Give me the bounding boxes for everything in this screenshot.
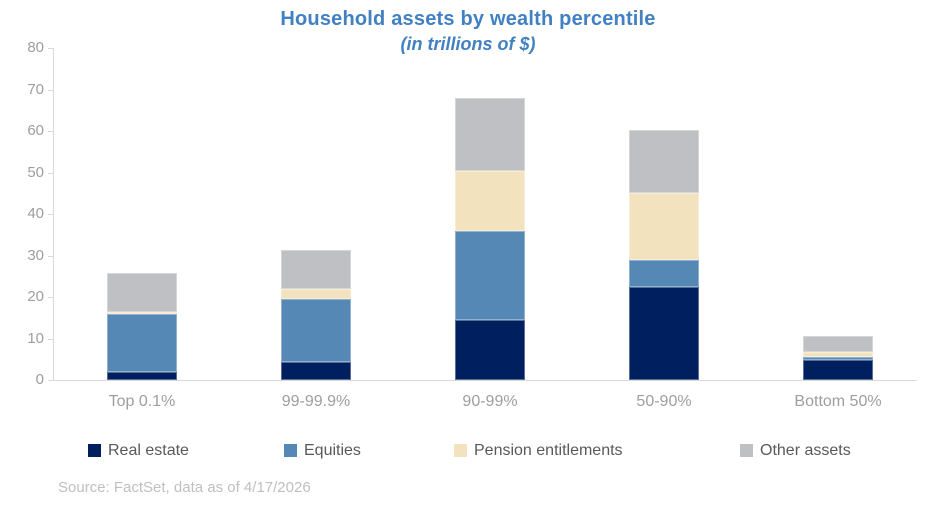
y-tick-mark-20 bbox=[48, 297, 53, 298]
bar-segment-pension-entitlements-bottom50 bbox=[803, 352, 873, 358]
bar-segment-real-estate-99-999 bbox=[281, 361, 351, 380]
legend-label: Real estate bbox=[108, 442, 189, 459]
y-axis-line bbox=[53, 48, 54, 380]
y-tick-mark-30 bbox=[48, 255, 53, 257]
bar-segment-equities-90-99 bbox=[455, 230, 525, 320]
y-tick-mark-50 bbox=[48, 172, 53, 174]
legend-swatch-icon bbox=[740, 444, 753, 457]
y-tick-label-30: 30 bbox=[27, 246, 44, 264]
y-tick-label-20: 20 bbox=[27, 288, 44, 305]
y-tick-label-10: 10 bbox=[27, 329, 44, 347]
bar-segment-other-assets-90-99 bbox=[455, 97, 525, 171]
x-category-label-50-90: 50-90% bbox=[636, 393, 692, 410]
bar-segment-real-estate-50-90 bbox=[629, 287, 699, 380]
y-tick-label-50: 50 bbox=[27, 163, 44, 181]
bar-segment-real-estate-bottom50 bbox=[803, 360, 873, 380]
legend-label: Equities bbox=[304, 442, 361, 459]
bar-segment-other-assets-top01 bbox=[107, 272, 177, 312]
x-category-label-90-99: 90-99% bbox=[462, 393, 518, 410]
bar-segment-other-assets-50-90 bbox=[629, 130, 699, 193]
y-tick-label-0: 0 bbox=[35, 371, 44, 388]
bar-segment-real-estate-top01 bbox=[107, 371, 177, 380]
chart-subtitle: (in trillions of $) bbox=[400, 34, 536, 54]
y-tick-label-70: 70 bbox=[27, 80, 44, 98]
bar-segment-equities-50-90 bbox=[629, 260, 699, 288]
y-tick-mark-60 bbox=[48, 131, 53, 132]
legend-label: Pension entitlements bbox=[474, 442, 623, 459]
bar-segment-pension-entitlements-90-99 bbox=[455, 170, 525, 231]
y-tick-label-40: 40 bbox=[27, 205, 44, 222]
source-note: Source: FactSet, data as of 4/17/2026 bbox=[58, 479, 311, 496]
legend-swatch-icon bbox=[88, 444, 101, 457]
legend-label: Other assets bbox=[760, 442, 851, 459]
bar-segment-other-assets-bottom50 bbox=[803, 336, 873, 353]
y-tick-mark-80 bbox=[48, 48, 53, 49]
y-tick-mark-0 bbox=[48, 380, 53, 381]
bar-segment-pension-entitlements-50-90 bbox=[629, 192, 699, 261]
x-category-label-top01: Top 0.1% bbox=[108, 393, 176, 410]
y-tick-mark-40 bbox=[48, 214, 53, 215]
y-tick-label-80: 80 bbox=[27, 39, 44, 56]
chart-title: Household assets by wealth percentile bbox=[280, 8, 656, 30]
x-category-label-bottom50: Bottom 50% bbox=[794, 393, 882, 410]
bar-segment-real-estate-90-99 bbox=[455, 319, 525, 380]
bar-segment-equities-99-999 bbox=[281, 299, 351, 362]
x-axis-line bbox=[53, 380, 917, 381]
bar-segment-pension-entitlements-99-999 bbox=[281, 288, 351, 300]
bar-segment-pension-entitlements-top01 bbox=[107, 311, 177, 314]
bar-segment-equities-top01 bbox=[107, 314, 177, 372]
bar-segment-equities-bottom50 bbox=[803, 357, 873, 361]
legend-swatch-icon bbox=[454, 444, 467, 457]
bar-segment-other-assets-99-999 bbox=[281, 250, 351, 289]
y-tick-label-60: 60 bbox=[27, 122, 44, 139]
x-category-label-99-999: 99-99.9% bbox=[281, 393, 351, 410]
legend-swatch-icon bbox=[284, 444, 297, 457]
y-tick-mark-10 bbox=[48, 338, 53, 340]
y-tick-mark-70 bbox=[48, 89, 53, 91]
